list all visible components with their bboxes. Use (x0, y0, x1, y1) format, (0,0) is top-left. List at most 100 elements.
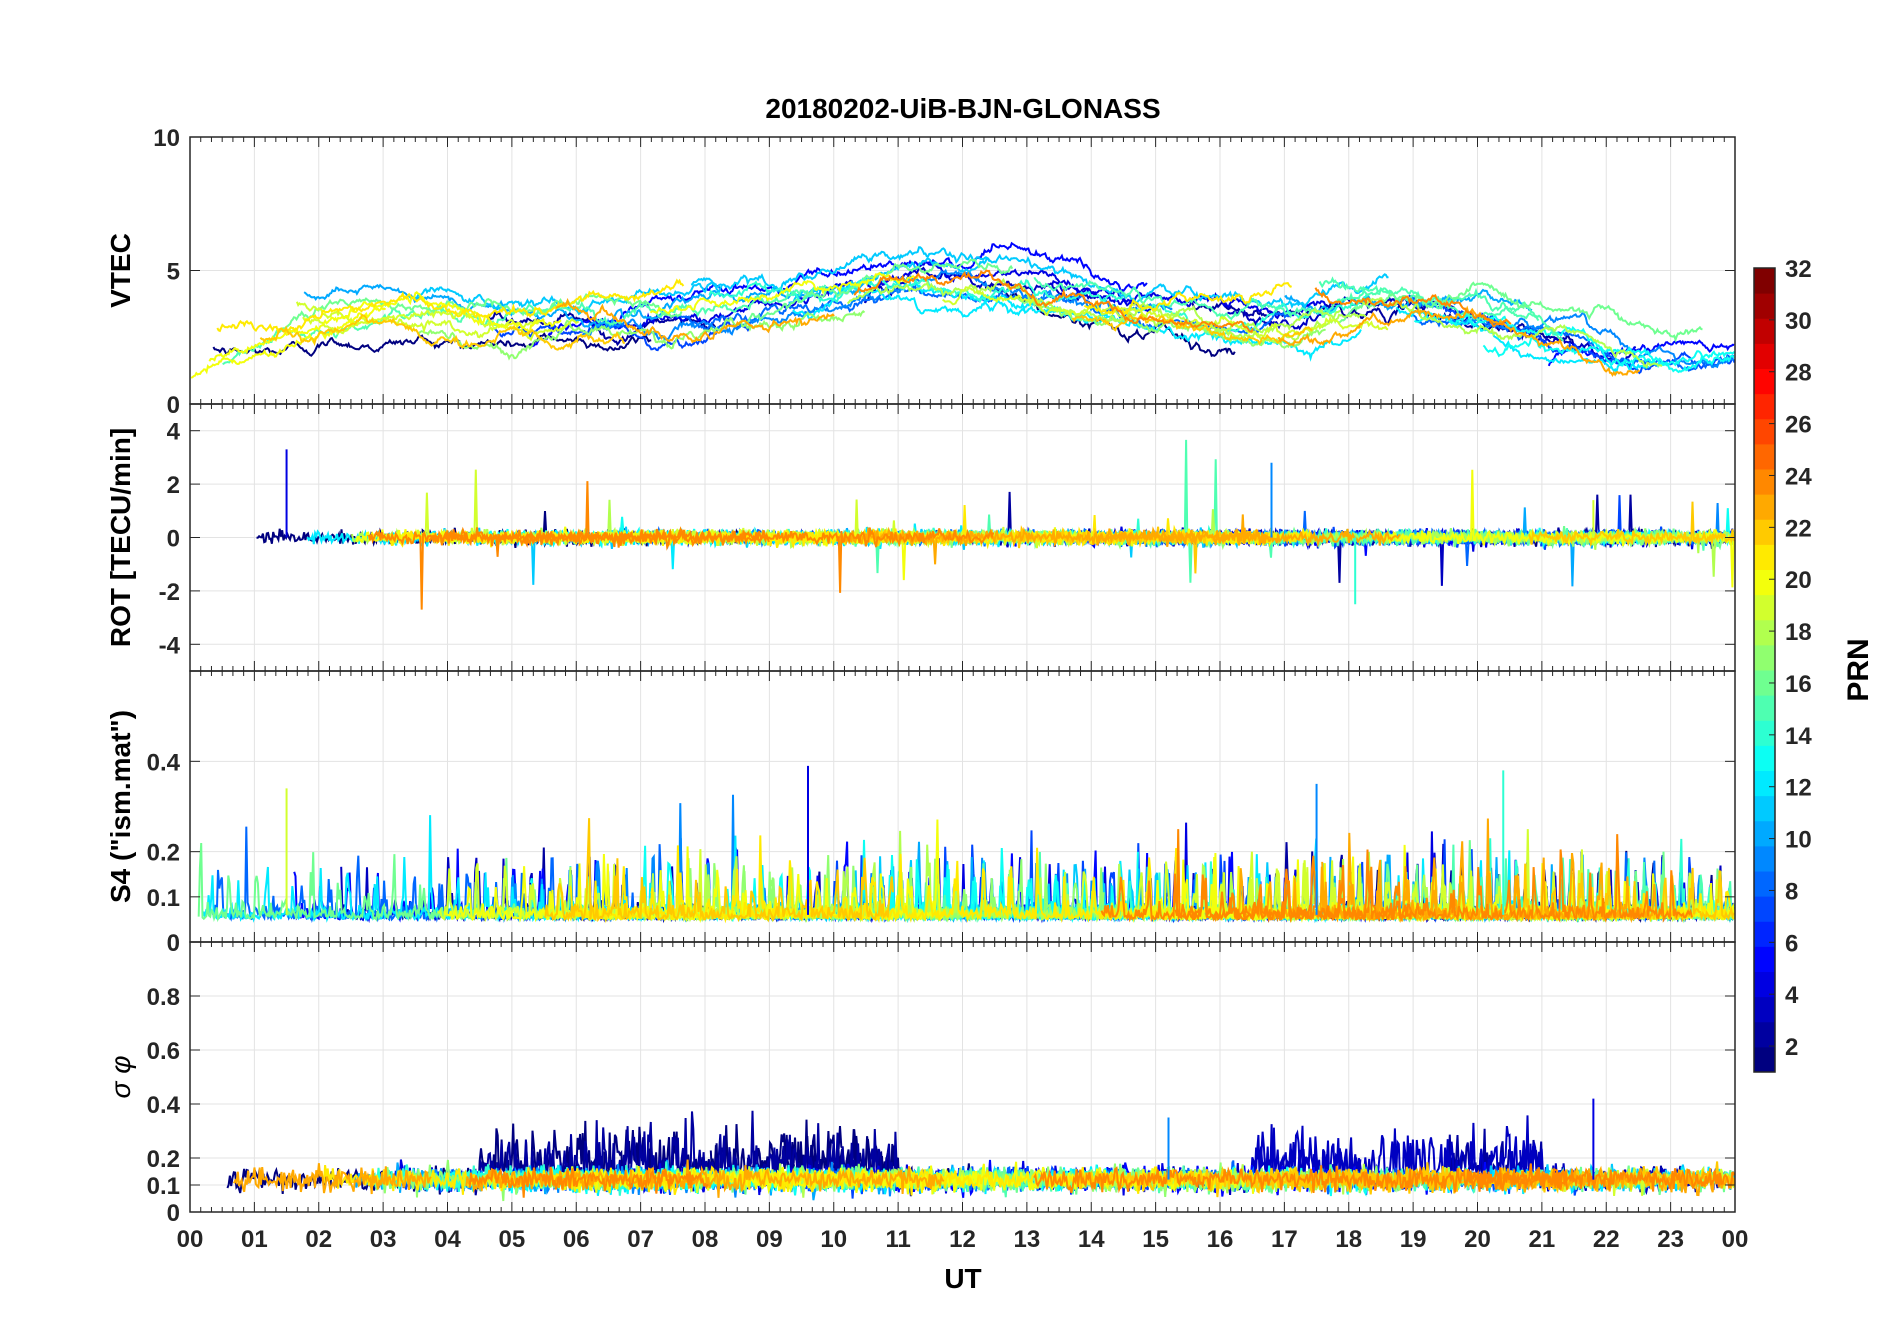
colorbar-band (1754, 695, 1775, 721)
series-line-prn-23 (1096, 526, 1401, 548)
colorbar-band (1754, 293, 1775, 319)
x-tick-label: 23 (1657, 1226, 1684, 1253)
y-tick-label: 0.4 (147, 749, 181, 776)
x-tick-label: 19 (1400, 1226, 1427, 1253)
colorbar-tick-label: 16 (1785, 671, 1812, 698)
colorbar-tick-label: 2 (1785, 1034, 1798, 1061)
series-line-prn-15 (1033, 276, 1564, 342)
y-tick-label: 0.2 (147, 1146, 180, 1173)
series-line-prn-21 (1084, 282, 1292, 316)
colorbar-tick-label: 8 (1785, 878, 1798, 905)
colorbar-band (1754, 368, 1775, 395)
colorbar-band (1754, 795, 1775, 822)
series-line-prn-11 (690, 246, 991, 291)
colorbar-label: PRN (1842, 638, 1875, 701)
y-axis-label: S4 ("ism.mat") (105, 710, 136, 903)
colorbar-tick-label: 30 (1785, 308, 1812, 335)
colorbar-band (1754, 519, 1775, 545)
x-tick-label: 01 (241, 1226, 268, 1253)
colorbar-tick-label: 14 (1785, 723, 1812, 750)
y-tick-label: -2 (159, 579, 180, 606)
series-line-prn-16 (1338, 281, 1703, 343)
colorbar-band (1754, 946, 1775, 972)
x-tick-label: 13 (1014, 1226, 1041, 1253)
x-tick-label: 06 (563, 1226, 590, 1253)
colorbar-band (1754, 494, 1775, 520)
x-tick-label: 07 (627, 1226, 654, 1253)
series-line-prn-23 (1321, 832, 1660, 924)
colorbar-band (1754, 1021, 1775, 1048)
series-line-prn-16 (276, 293, 683, 334)
x-tick-label: 09 (756, 1226, 783, 1253)
y-tick-label: 0.1 (147, 1173, 180, 1200)
chart-title: 20180202-UiB-BJN-GLONASS (765, 93, 1160, 124)
y-tick-label: 0.6 (147, 1038, 180, 1065)
series-line-prn-9 (581, 268, 1173, 341)
colorbar-frame (1753, 267, 1776, 1073)
series-line-prn-22 (544, 818, 894, 923)
colorbar-band (1754, 896, 1775, 922)
y-tick-label: 0.4 (147, 1092, 181, 1119)
colorbar-tick-label: 10 (1785, 827, 1812, 854)
series-line-prn-22 (1528, 501, 1735, 548)
colorbar-band (1754, 318, 1775, 344)
colorbar-band (1754, 569, 1775, 596)
series-group (190, 241, 1735, 379)
colorbar-band (1754, 469, 1775, 495)
series-line-prn-24 (367, 526, 995, 610)
colorbar-band (1754, 720, 1775, 746)
colorbar-tick-label: 26 (1785, 412, 1812, 439)
colorbar-band (1754, 544, 1775, 570)
colorbar-band (1754, 418, 1775, 445)
series-line-prn-5 (1547, 339, 1735, 367)
series-line-prn-2 (1186, 298, 1575, 346)
colorbar-tick-label: 32 (1785, 256, 1812, 283)
series-line-prn-24 (1174, 829, 1693, 923)
series-line-prn-24 (1314, 287, 1512, 328)
series-line-prn-10 (303, 274, 878, 328)
colorbar-tick-label: 20 (1785, 567, 1812, 594)
x-tick-label: 15 (1142, 1226, 1169, 1253)
colorbar-band (1754, 971, 1775, 998)
y-tick-label: 0 (167, 526, 180, 553)
colorbar-band (1754, 268, 1775, 294)
series-line-prn-13 (1413, 310, 1735, 374)
colorbar-band (1754, 393, 1775, 420)
colorbar-band (1754, 443, 1775, 470)
colorbar-band (1754, 871, 1775, 897)
x-tick-label: 20 (1464, 1226, 1491, 1253)
colorbar-band (1754, 619, 1775, 646)
colorbar-tick-label: 18 (1785, 619, 1812, 646)
series-line-prn-24 (853, 269, 1254, 333)
colorbar-tick-label: 24 (1785, 463, 1812, 490)
series-line-prn-19 (942, 286, 1389, 339)
series-line-prn-17 (417, 310, 866, 361)
series-line-prn-10 (1284, 288, 1533, 315)
colorbar-band (1754, 921, 1775, 947)
series-line-prn-22 (259, 313, 626, 351)
y-tick-label: 0 (167, 1200, 180, 1227)
colorbar-tick-label: 4 (1785, 982, 1799, 1009)
y-tick-label: 0 (167, 930, 180, 957)
x-tick-label: 04 (434, 1226, 461, 1253)
y-tick-label: 0.2 (147, 840, 180, 867)
x-tick-label: 00 (1722, 1226, 1749, 1253)
x-tick-label: 18 (1335, 1226, 1362, 1253)
colorbar-band (1754, 820, 1775, 847)
x-tick-label: 17 (1271, 1226, 1298, 1253)
x-tick-label: 11 (885, 1226, 910, 1253)
x-tick-label: 05 (499, 1226, 526, 1253)
y-tick-label: -4 (159, 632, 181, 659)
y-tick-label: 0.1 (147, 885, 180, 912)
panel-VTEC: 0 5 10 VTEC (105, 125, 1736, 419)
series-line-prn-20 (649, 271, 919, 315)
series-line-prn-5 (530, 241, 1148, 348)
x-tick-label: 00 (177, 1226, 204, 1253)
x-tick-label: 21 (1529, 1226, 1556, 1253)
x-axis-label: UT (944, 1263, 981, 1294)
colorbar-band (1754, 1046, 1775, 1073)
y-tick-label: 5 (167, 259, 180, 286)
panel-ROT: -4 -2 0 2 4 ROT [TECU/min] (105, 403, 1736, 672)
colorbar-tick-label: 6 (1785, 930, 1798, 957)
